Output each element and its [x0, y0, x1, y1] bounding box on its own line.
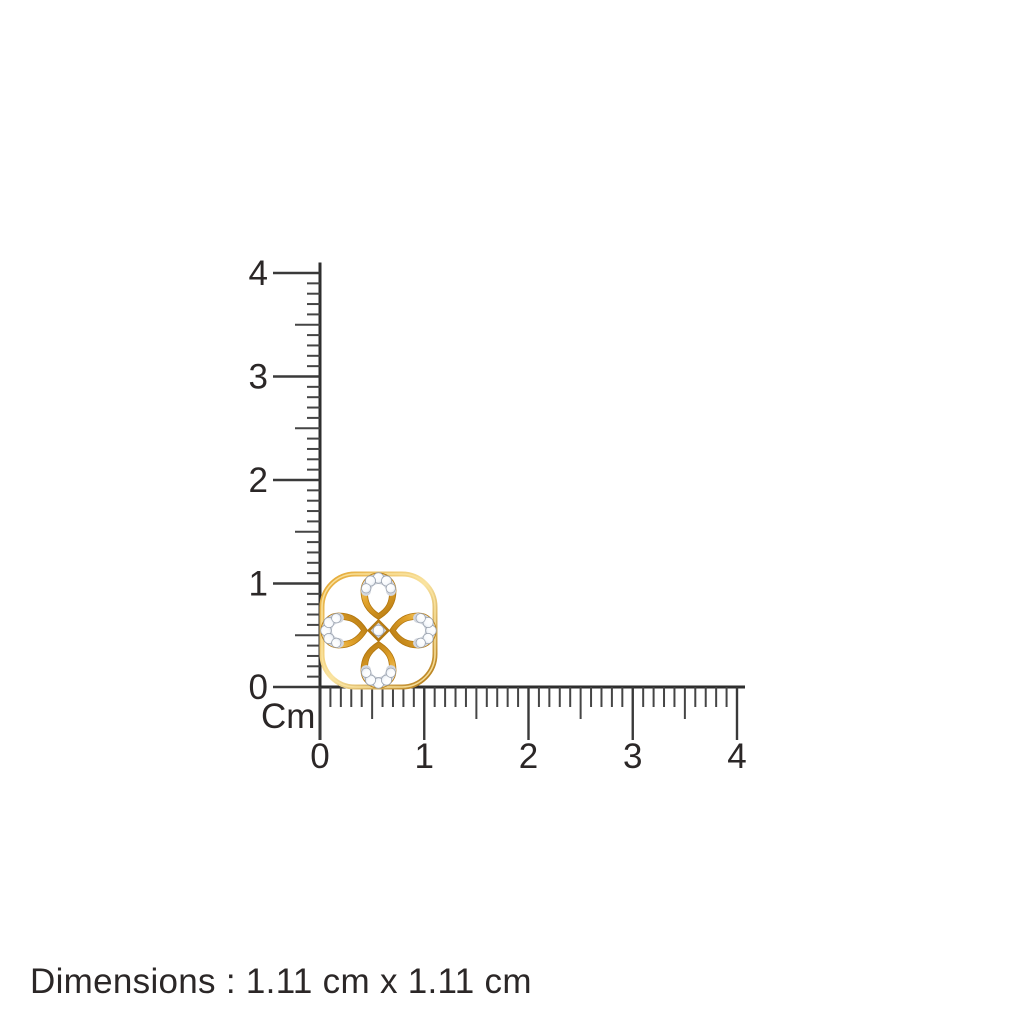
vertical-ruler-number: 3: [249, 358, 268, 397]
vertical-ruler-number: 1: [249, 565, 268, 604]
dimensions-caption: Dimensions : 1.11 cm x 1.11 cm: [30, 962, 532, 1001]
horizontal-ruler-number: 3: [623, 737, 642, 776]
horizontal-ruler-number: 2: [519, 737, 538, 776]
earring-image: [316, 568, 441, 693]
vertical-ruler-number: 2: [249, 461, 268, 500]
horizontal-ruler-number: 1: [415, 737, 434, 776]
vertical-ruler-number: 4: [249, 254, 268, 293]
vertical-ruler-number: 0: [249, 668, 268, 707]
ruler-unit-label: Cm: [261, 697, 316, 736]
horizontal-ruler-number: 0: [310, 737, 329, 776]
horizontal-ruler-number: 4: [727, 737, 746, 776]
earring-center-stone: [366, 618, 391, 643]
